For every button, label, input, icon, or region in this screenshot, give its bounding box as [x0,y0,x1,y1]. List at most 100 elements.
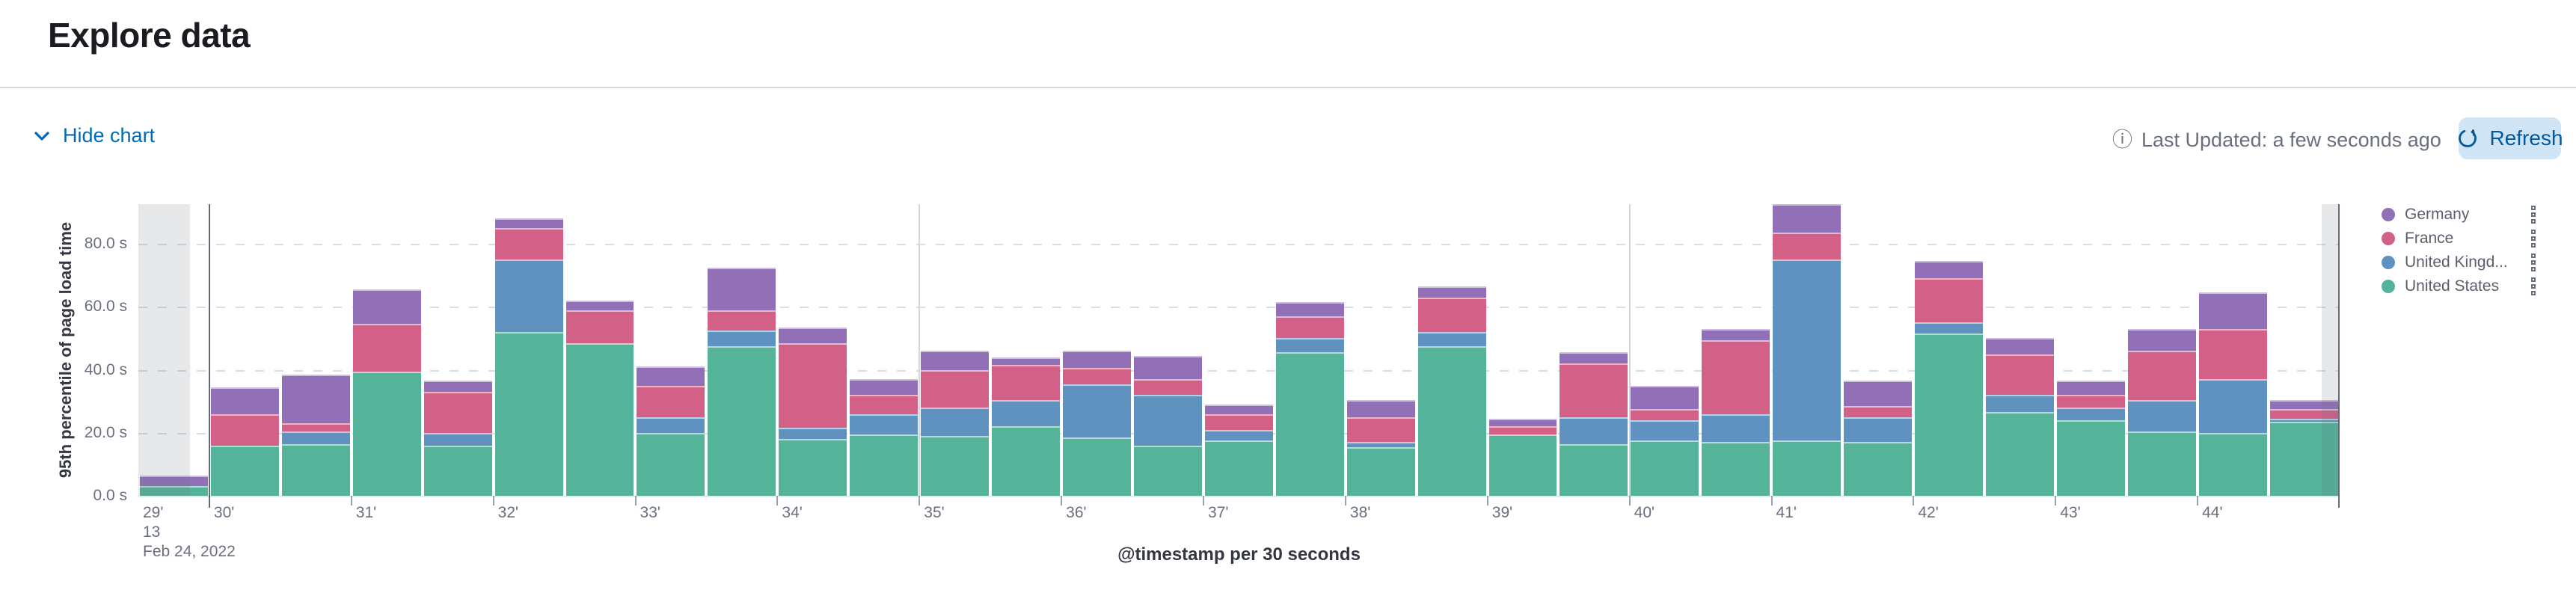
bar-segment[interactable] [1133,395,1202,446]
bar[interactable] [990,204,1061,496]
bar-segment[interactable] [281,423,350,431]
bar-segment[interactable] [992,357,1060,366]
bar[interactable] [138,204,209,496]
bar-segment[interactable] [779,342,847,428]
bar-segment[interactable] [1133,379,1202,396]
bar-segment[interactable] [1985,412,2054,496]
bar-segment[interactable] [1062,437,1131,496]
bar-segment[interactable] [1915,261,1983,279]
bar[interactable] [1913,204,1984,496]
legend-item[interactable]: United Kingd... [2382,251,2536,274]
bar-segment[interactable] [779,428,847,440]
bar-segment[interactable] [1631,420,1699,441]
legend-actions-icon[interactable] [2531,230,2536,248]
bar[interactable] [2269,204,2340,496]
bar-segment[interactable] [1985,338,2054,354]
bar-segment[interactable] [1062,384,1131,438]
bar-segment[interactable] [494,228,563,260]
bar-segment[interactable] [2056,420,2125,496]
bar-segment[interactable] [2269,399,2338,410]
bar[interactable] [1203,204,1275,496]
bar[interactable] [209,204,280,496]
bar-segment[interactable] [565,342,634,496]
chart-plot-area[interactable]: 29' 13 Feb 24, 2022 30' 31' 32' 33' 34' 35' 36' 37… [138,204,2340,560]
bar[interactable] [2055,204,2126,496]
bar-segment[interactable] [494,218,563,229]
bar-segment[interactable] [565,300,634,310]
bar-segment[interactable] [1417,297,1486,333]
bar-segment[interactable] [1275,338,1344,353]
bar-segment[interactable] [494,332,563,496]
bar[interactable] [1629,204,1700,496]
bar-segment[interactable] [281,431,350,444]
bar-segment[interactable] [779,327,847,343]
bar-segment[interactable] [1844,405,1913,417]
bar-segment[interactable] [423,381,492,393]
bar[interactable] [635,204,706,496]
bar-segment[interactable] [1204,440,1273,496]
bar-segment[interactable] [2127,431,2196,496]
bar-segment[interactable] [1985,354,2054,396]
refresh-button[interactable]: Refresh [2459,117,2563,159]
bar-segment[interactable] [1631,440,1699,496]
bar-segment[interactable] [1631,385,1699,410]
bar-segment[interactable] [2056,408,2125,420]
bar-segment[interactable] [1702,328,1770,340]
bar-segment[interactable] [637,417,705,433]
bar-segment[interactable] [992,399,1060,427]
bar-segment[interactable] [2127,399,2196,431]
bar-segment[interactable] [2269,422,2338,496]
bar-segment[interactable] [423,445,492,496]
bar-segment[interactable] [1417,345,1486,496]
bar-segment[interactable] [1560,443,1628,496]
bar-segment[interactable] [1275,352,1344,496]
bar-segment[interactable] [1631,409,1699,420]
bar[interactable] [1061,204,1132,496]
bar[interactable] [1842,204,1913,496]
bar-segment[interactable] [1346,446,1415,496]
bar-segment[interactable] [1915,278,1983,323]
legend-item[interactable]: Germany [2382,203,2536,227]
bar-segment[interactable] [1915,334,1983,496]
bar-segment[interactable] [1346,442,1415,447]
bar[interactable] [919,204,990,496]
bar-segment[interactable] [140,475,208,487]
bar-segment[interactable] [1062,351,1131,369]
bar[interactable] [1132,204,1203,496]
bar-segment[interactable] [921,351,990,370]
bar-segment[interactable] [210,445,279,496]
bar[interactable] [1417,204,1488,496]
bar-segment[interactable] [2198,328,2267,380]
bar-segment[interactable] [2056,381,2125,396]
bar[interactable] [494,204,565,496]
bar-segment[interactable] [352,289,421,325]
bar-segment[interactable] [1346,417,1415,443]
bar-segment[interactable] [850,395,919,414]
bar-segment[interactable] [1204,429,1273,441]
bar-segment[interactable] [2269,409,2338,419]
bar-segment[interactable] [850,414,919,434]
bar[interactable] [352,204,423,496]
bar-segment[interactable] [708,345,776,496]
bar-segment[interactable] [1417,332,1486,346]
bar-segment[interactable] [637,432,705,496]
hide-chart-button[interactable]: Hide chart [31,124,155,147]
bar-segment[interactable] [1985,395,2054,413]
bar-segment[interactable] [1844,417,1913,443]
bar-segment[interactable] [1702,414,1770,443]
bar[interactable] [2126,204,2198,496]
bar-segment[interactable] [1488,426,1557,434]
bar-segment[interactable] [423,392,492,433]
bar[interactable] [777,204,848,496]
bar-segment[interactable] [1560,363,1628,417]
bar-segment[interactable] [1773,204,1841,233]
bar-segment[interactable] [1844,442,1913,496]
bar-segment[interactable] [2198,379,2267,433]
bar-segment[interactable] [423,432,492,446]
bar-segment[interactable] [1560,352,1628,364]
bar-segment[interactable] [1702,339,1770,414]
bar-segment[interactable] [1346,399,1415,417]
bar-segment[interactable] [637,366,705,386]
bar[interactable] [1558,204,1629,496]
bar-segment[interactable] [992,365,1060,400]
